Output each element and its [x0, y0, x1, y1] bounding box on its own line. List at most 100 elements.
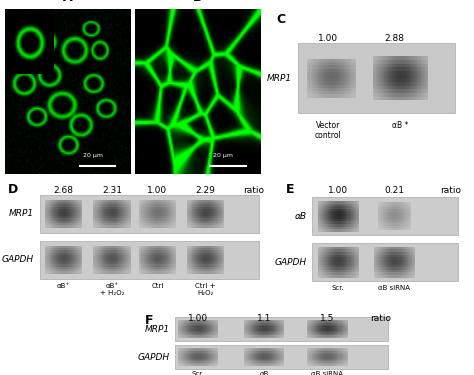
Bar	[335, 229, 336, 232]
Bar	[109, 200, 110, 202]
Bar	[257, 363, 258, 364]
Bar	[343, 350, 344, 351]
Bar	[325, 335, 326, 337]
Bar	[196, 262, 197, 264]
Bar	[155, 248, 156, 250]
Bar	[190, 250, 191, 253]
Bar	[412, 262, 413, 265]
Bar	[202, 335, 203, 337]
Bar	[183, 363, 184, 364]
Bar	[208, 363, 209, 364]
Bar	[275, 328, 276, 329]
Bar	[144, 211, 145, 214]
Bar	[122, 204, 123, 207]
Bar	[106, 207, 107, 209]
Bar	[128, 211, 129, 214]
Bar	[147, 218, 148, 221]
Bar	[349, 267, 351, 270]
Bar	[388, 207, 389, 209]
Bar	[217, 337, 218, 339]
Bar	[257, 356, 258, 357]
Bar	[281, 357, 282, 358]
Bar	[316, 325, 317, 326]
Bar	[78, 248, 79, 250]
Bar	[331, 62, 333, 65]
Bar	[130, 262, 131, 264]
Bar	[49, 221, 50, 223]
Bar	[332, 270, 333, 272]
Bar	[153, 272, 154, 274]
Bar	[116, 255, 117, 257]
Bar	[267, 332, 268, 334]
Bar	[313, 350, 314, 351]
Bar	[266, 337, 267, 339]
Bar	[45, 250, 46, 253]
Bar	[269, 329, 270, 331]
Bar	[351, 265, 352, 267]
Bar	[314, 62, 316, 65]
Bar	[328, 94, 329, 98]
Bar	[396, 86, 398, 89]
Bar	[209, 262, 210, 264]
Bar	[379, 252, 380, 255]
Bar	[329, 364, 330, 366]
Bar	[340, 353, 342, 354]
Bar	[68, 260, 69, 262]
Bar	[330, 59, 331, 62]
Bar	[215, 356, 216, 357]
Bar	[342, 357, 343, 358]
Bar	[307, 351, 308, 353]
Bar	[113, 218, 114, 221]
Bar	[57, 272, 58, 274]
Bar	[180, 332, 181, 334]
Bar	[336, 229, 337, 232]
Bar	[143, 200, 144, 202]
Bar	[354, 260, 355, 262]
Bar	[257, 357, 258, 358]
Bar	[390, 267, 391, 270]
Bar	[117, 248, 118, 250]
Bar	[262, 321, 263, 323]
Bar	[56, 255, 57, 257]
Bar	[150, 216, 151, 218]
Bar	[222, 257, 223, 259]
Bar	[401, 202, 402, 205]
Bar	[309, 329, 310, 331]
Bar	[198, 354, 199, 356]
Bar	[408, 202, 409, 205]
Bar	[193, 209, 194, 212]
Bar	[323, 72, 324, 75]
Bar	[165, 250, 166, 253]
Bar	[59, 221, 60, 223]
Bar	[245, 335, 246, 337]
Bar	[252, 351, 253, 353]
Bar	[206, 200, 207, 202]
Bar	[187, 348, 188, 350]
Bar	[274, 351, 275, 353]
Bar	[153, 223, 154, 225]
Bar	[329, 331, 330, 332]
Bar	[331, 229, 332, 232]
Bar	[329, 65, 330, 69]
Bar	[323, 249, 324, 252]
Bar	[392, 60, 393, 63]
Bar	[345, 270, 346, 272]
Bar	[57, 255, 58, 257]
Bar	[155, 260, 156, 262]
Bar	[326, 91, 327, 94]
Bar	[343, 252, 345, 255]
Bar	[406, 63, 407, 67]
Bar	[263, 320, 264, 321]
Bar	[374, 78, 375, 82]
Bar	[184, 351, 185, 353]
Bar	[97, 204, 98, 207]
Bar	[214, 354, 215, 356]
Bar	[338, 321, 339, 323]
Bar	[389, 226, 390, 228]
Bar	[322, 94, 323, 98]
Bar	[114, 225, 115, 228]
Bar	[65, 214, 66, 216]
Bar	[345, 326, 346, 328]
Bar	[216, 272, 217, 274]
Bar	[69, 225, 70, 228]
